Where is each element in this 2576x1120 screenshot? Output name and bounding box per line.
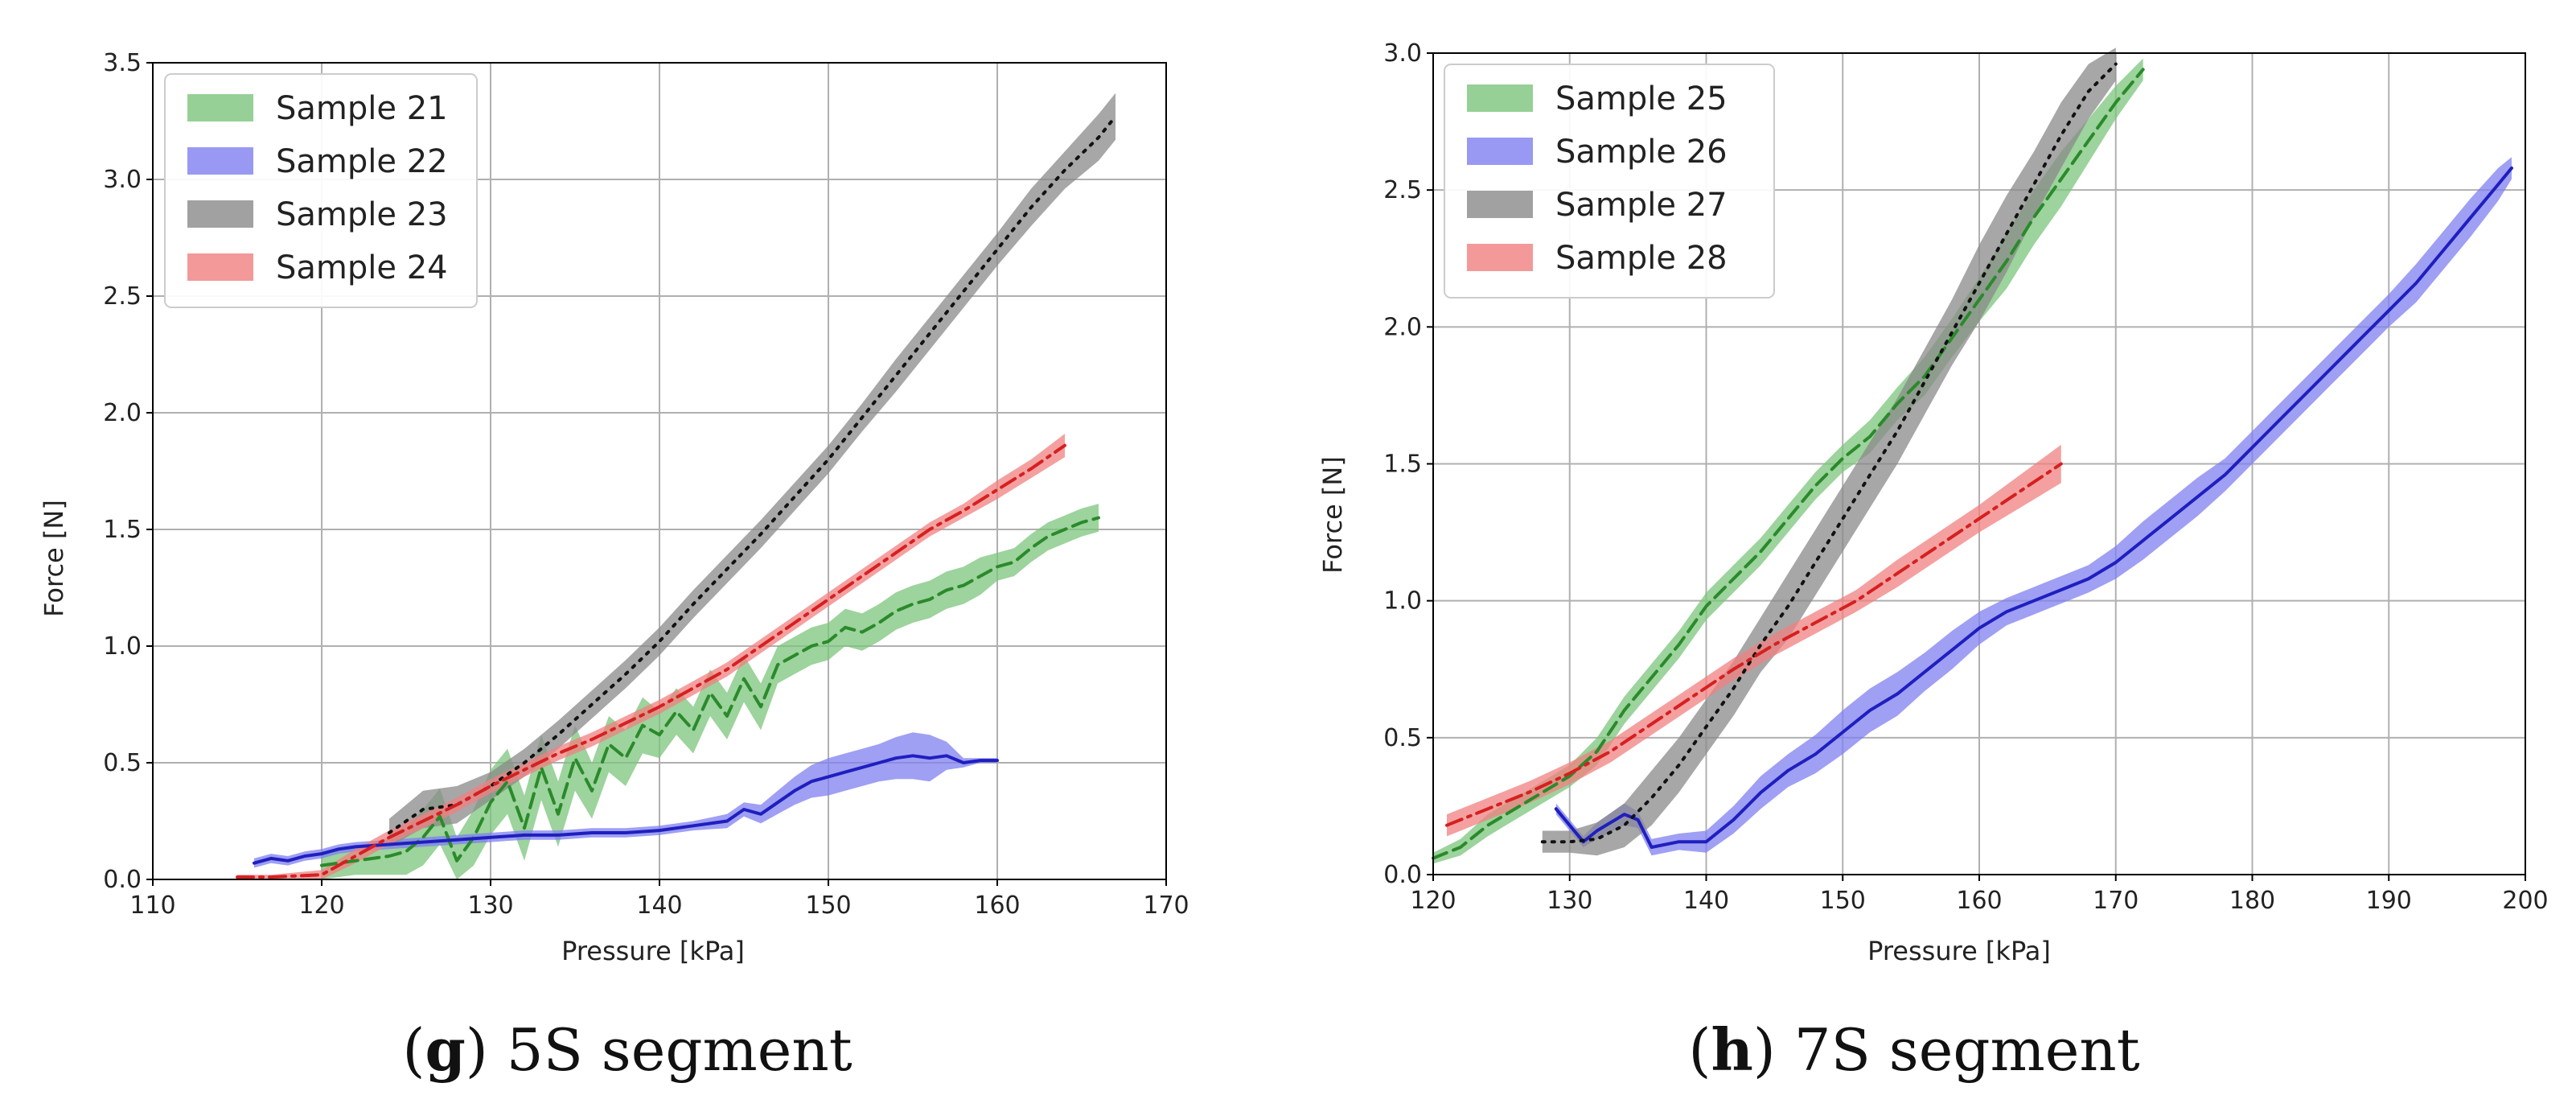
y-tick-label-h: 1.0	[1383, 587, 1422, 616]
y-axis-label-h: Force [N]	[1317, 456, 1348, 574]
legend-label-sample-22: Sample 22	[276, 143, 448, 180]
band-sample-21	[322, 504, 1099, 879]
y-tick-label-g: 3.5	[103, 49, 142, 77]
line-sample-21	[320, 516, 1100, 867]
x-tick-label-h: 160	[1956, 887, 2002, 915]
caption-h: (h) 7S segment	[1688, 1015, 2139, 1084]
y-tick-label-g: 1.5	[103, 516, 142, 544]
y-tick-label-h: 2.5	[1383, 176, 1422, 204]
legend-swatch-sample-26	[1467, 138, 1533, 165]
x-tick-label-h: 140	[1683, 887, 1729, 915]
y-axis-label-g: Force [N]	[39, 500, 69, 617]
y-tick-label-g: 0.5	[103, 749, 142, 777]
caption-letter-g: g	[425, 1015, 465, 1084]
x-tick-label-h: 180	[2229, 887, 2275, 915]
legend-label-sample-25: Sample 25	[1555, 80, 1728, 117]
ticks-g: 110 120 130 140 150 160 170 0.0 0.5 1.0 1.5 2.0 2.5 3…	[103, 49, 1189, 920]
caption-g: (g) 5S segment	[402, 1015, 852, 1084]
legend-swatch-sample-27	[1467, 191, 1533, 218]
x-tick-label-g: 110	[129, 891, 175, 920]
x-tick-label-g: 170	[1143, 891, 1189, 920]
legend-swatch-sample-28	[1467, 244, 1533, 271]
y-tick-label-g: 2.0	[103, 399, 142, 427]
y-tick-label-g: 3.0	[103, 166, 142, 194]
band-sample-22	[254, 732, 997, 868]
y-tick-label-g: 0.0	[103, 866, 142, 894]
caption-text-g: 5S segment	[507, 1016, 853, 1084]
legend-label-sample-26: Sample 26	[1555, 134, 1728, 171]
caption-letter-h: h	[1711, 1015, 1752, 1084]
x-axis-label-g: Pressure [kPa]	[561, 936, 745, 966]
x-tick-label-h: 200	[2502, 887, 2548, 915]
x-axis-label-h: Pressure [kPa]	[1867, 936, 2051, 966]
x-tick-label-g: 130	[467, 891, 513, 920]
line-sample-22	[253, 754, 999, 865]
x-tick-label-g: 150	[805, 891, 851, 920]
legend-label-sample-27: Sample 27	[1555, 187, 1728, 224]
legend-label-sample-21: Sample 21	[276, 90, 448, 127]
x-tick-label-g: 120	[298, 891, 344, 920]
legend-swatch-sample-22	[187, 147, 253, 175]
line-sample-26	[1554, 166, 2513, 849]
legend-label-sample-28: Sample 28	[1555, 240, 1728, 277]
line-sample-28	[1445, 462, 2063, 827]
x-tick-label-h: 120	[1410, 887, 1456, 915]
legend-swatch-sample-23	[187, 200, 253, 228]
legend-box-h	[1444, 64, 1775, 299]
series-layer-g	[236, 93, 1117, 879]
legend-g: Sample 21 Sample 22 Sample 23 Sample 24	[164, 73, 478, 308]
x-tick-label-h: 150	[1820, 887, 1866, 915]
line-sample-23	[388, 114, 1117, 834]
legend-swatch-sample-24	[187, 253, 253, 281]
x-tick-label-g: 160	[974, 891, 1020, 920]
y-tick-label-h: 1.5	[1383, 451, 1422, 479]
line-sample-25	[1432, 68, 2145, 860]
x-tick-label-g: 140	[636, 891, 682, 920]
y-tick-label-h: 0.0	[1383, 861, 1422, 889]
legend-swatch-sample-25	[1467, 84, 1533, 112]
legend-label-sample-24: Sample 24	[276, 249, 448, 286]
y-tick-label-g: 2.5	[103, 282, 142, 311]
series-layer-h	[1432, 47, 2513, 864]
x-tick-label-h: 170	[2093, 887, 2138, 915]
x-tick-label-h: 190	[2366, 887, 2412, 915]
y-tick-label-g: 1.0	[103, 632, 142, 661]
ticks-h: 120 130 140 150 160 170 180 190 200 0.0 0.5 1.0 1.5 2…	[1383, 39, 2548, 915]
chart-panel-h: 120 130 140 150 160 170 180 190 200 0.0 0.5 1.0 1.5 2…	[1317, 39, 2549, 1084]
y-tick-label-h: 2.0	[1383, 313, 1422, 341]
legend-swatch-sample-21	[187, 94, 253, 121]
x-tick-label-h: 130	[1547, 887, 1592, 915]
legend-label-sample-23: Sample 23	[276, 196, 448, 233]
legend-box-g	[164, 73, 478, 308]
band-sample-28	[1447, 444, 2061, 837]
line-sample-24	[236, 443, 1066, 879]
y-tick-label-h: 3.0	[1383, 39, 1422, 68]
line-sample-27	[1540, 62, 2118, 844]
band-sample-27	[1542, 47, 2116, 856]
y-tick-label-h: 0.5	[1383, 724, 1422, 752]
legend-h: Sample 25 Sample 26 Sample 27 Sample 28	[1444, 64, 1775, 299]
caption-text-h: 7S segment	[1794, 1016, 2140, 1084]
chart-panel-g: 110 120 130 140 150 160 170 0.0 0.5 1.0 1.5 2.0 2.5 3…	[39, 49, 1189, 1084]
